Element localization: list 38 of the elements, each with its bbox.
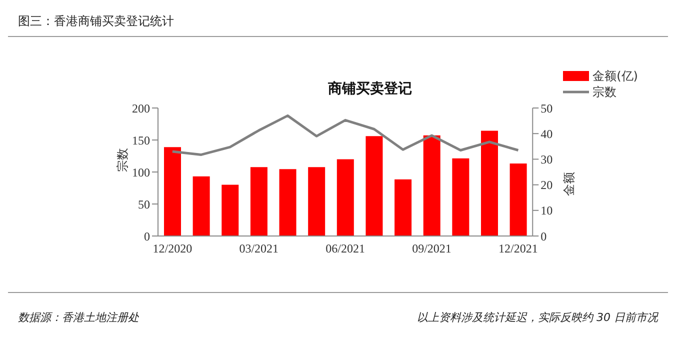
y-axis-title: 宗数	[115, 148, 130, 172]
y2-tick-label: 50	[540, 101, 553, 116]
y-tick-label: 50	[138, 197, 150, 212]
x-tick-label: 06/2021	[326, 242, 365, 256]
bar	[222, 184, 239, 236]
y2-tick-label: 30	[540, 152, 553, 166]
bar	[394, 179, 412, 236]
text: 以上资料涉及统计延迟，实际反映约 30 日前市况	[417, 310, 658, 325]
y2-tick-label: 40	[540, 126, 553, 141]
bar	[164, 147, 181, 236]
y-tick-label: 100	[132, 165, 150, 180]
legend-label: 金额(亿)	[592, 69, 638, 83]
line-series	[171, 114, 520, 156]
y-tick-label: 150	[132, 133, 150, 148]
x-tick-label: 03/2021	[239, 242, 279, 256]
bar	[480, 130, 498, 236]
x-tick-label: 12/2020	[152, 242, 192, 256]
bar	[279, 169, 296, 236]
text: 数据源：香港土地注册处	[18, 310, 139, 325]
y2-tick-label: 10	[540, 204, 553, 218]
bar	[510, 164, 527, 236]
bar	[308, 167, 326, 236]
bar	[192, 176, 210, 236]
y2-tick-label: 20	[540, 178, 553, 192]
y2-tick-label: 0	[540, 229, 547, 244]
bar	[452, 158, 470, 236]
bar	[423, 135, 440, 236]
x-tick-label: 12/2021	[498, 242, 538, 256]
chart-title: 图三：香港商铺买卖登记统计	[18, 13, 174, 30]
y-tick-label: 200	[132, 101, 150, 116]
y-tick-label: 0	[144, 229, 150, 244]
bar	[250, 167, 268, 236]
legend-label: 宗数	[592, 85, 617, 99]
bar	[366, 136, 383, 236]
chart-subtitle: 商铺买卖登记	[328, 80, 412, 98]
y2-axis-title: 金额	[562, 172, 576, 196]
x-tick-label: 09/2021	[412, 242, 452, 256]
bar	[336, 159, 354, 236]
